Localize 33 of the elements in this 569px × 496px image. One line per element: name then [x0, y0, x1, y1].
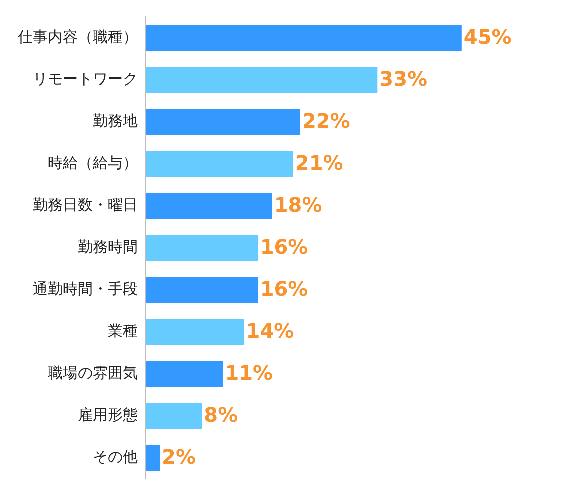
y-tick-label: 職場の雰囲気	[48, 364, 138, 382]
y-tick-label: 仕事内容（職種）	[17, 28, 138, 46]
data-label: 45%	[464, 25, 512, 50]
data-label: 16%	[260, 277, 308, 302]
y-tick-label: 勤務地	[93, 112, 138, 130]
y-tick-label: 雇用形態	[78, 406, 138, 424]
bar	[146, 150, 294, 178]
bar	[146, 108, 300, 136]
bar	[146, 276, 258, 304]
data-label: 22%	[302, 109, 350, 134]
data-label: 33%	[380, 67, 428, 92]
bar	[146, 402, 202, 430]
y-tick-label: 勤務時間	[78, 238, 138, 256]
data-label: 8%	[204, 403, 238, 428]
y-tick-label: 時給（給与）	[48, 154, 138, 172]
bar	[146, 234, 258, 262]
bar	[146, 444, 160, 472]
data-label: 18%	[274, 193, 322, 218]
y-tick-label: リモートワーク	[33, 70, 138, 88]
bar	[146, 66, 378, 94]
bar	[146, 318, 244, 346]
y-tick-label: その他	[93, 448, 138, 466]
bar	[146, 360, 224, 388]
data-label: 16%	[260, 235, 308, 260]
data-label: 21%	[295, 151, 344, 176]
y-tick-label: 業種	[108, 322, 138, 340]
data-label: 2%	[162, 445, 196, 470]
y-tick-label: 通勤時間・手段	[33, 280, 138, 298]
y-tick-label: 勤務日数・曜日	[33, 196, 138, 214]
bar	[146, 24, 462, 52]
data-label: 14%	[246, 319, 294, 344]
bar	[146, 192, 272, 220]
data-label: 11%	[225, 361, 274, 386]
